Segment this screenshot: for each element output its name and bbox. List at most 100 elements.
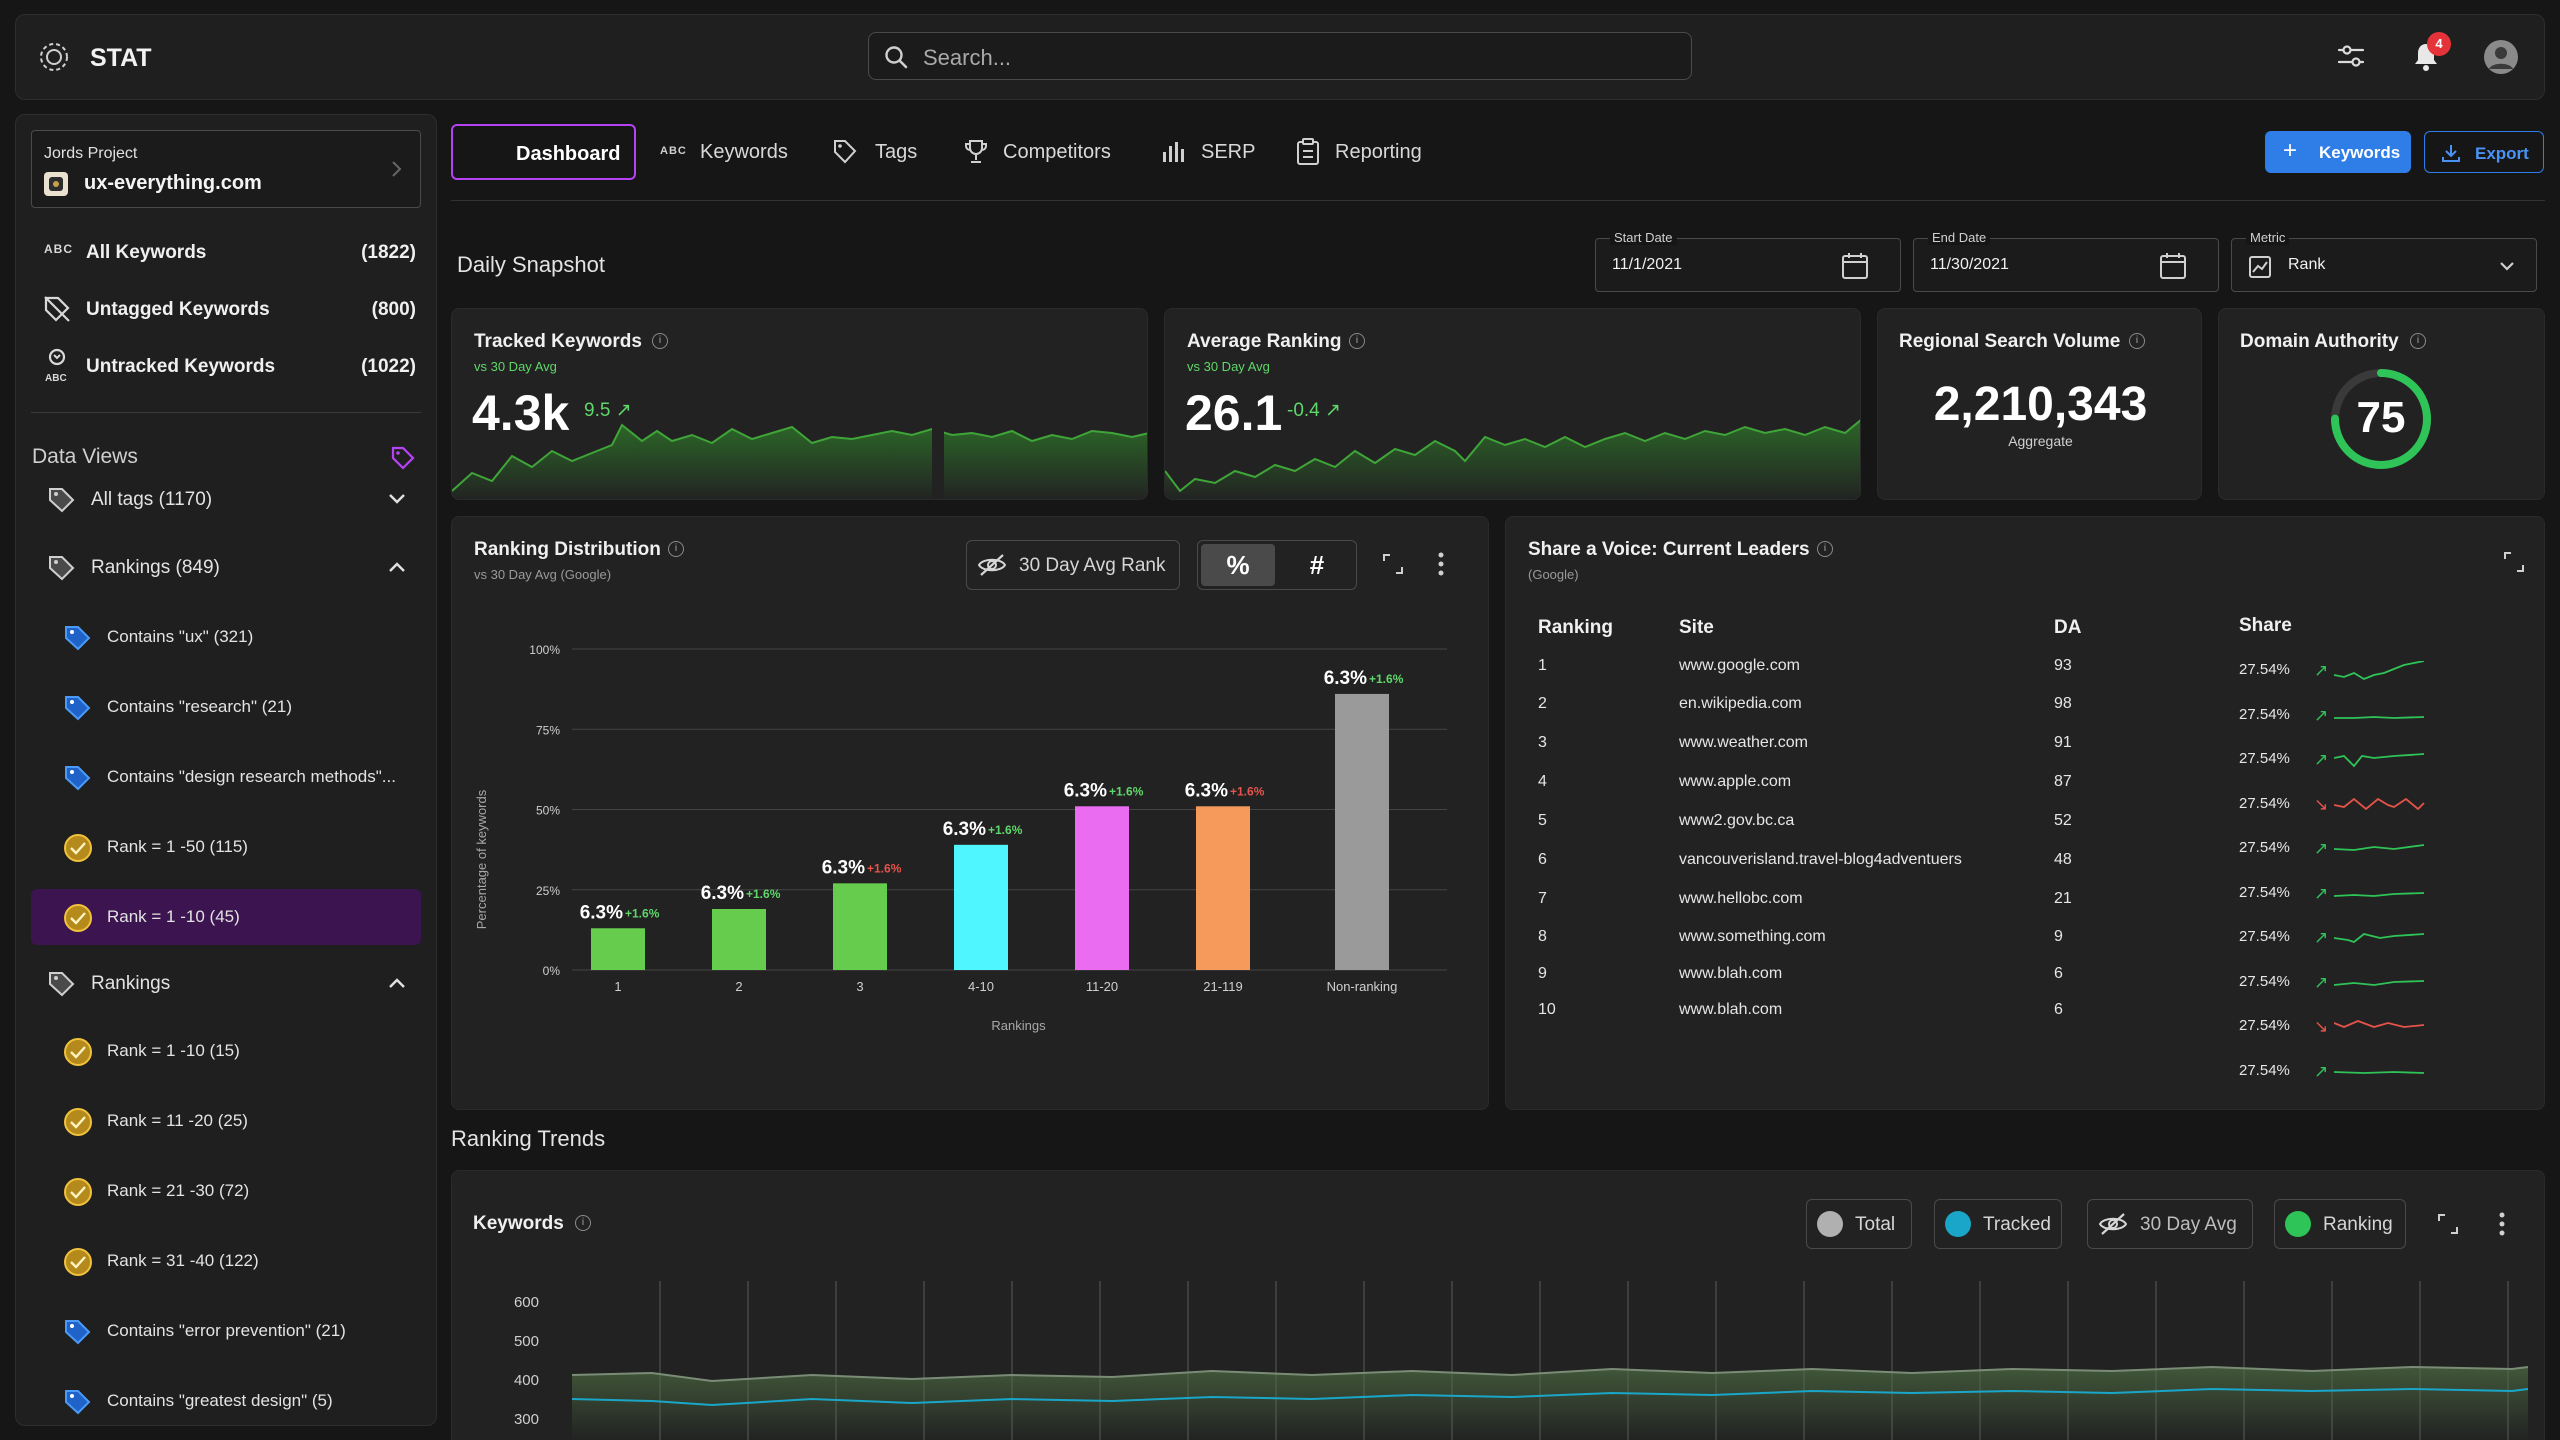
info-icon[interactable]: i [575, 1215, 591, 1231]
tab-dashboard[interactable]: Dashboard [451, 124, 636, 180]
share-value: 27.54% [2239, 661, 2290, 678]
bar [1075, 806, 1129, 970]
metric-select[interactable]: Metric Rank [2231, 230, 2537, 292]
gear-logo-icon[interactable] [36, 39, 72, 75]
tag-icon [63, 693, 93, 723]
search-placeholder: Search... [923, 45, 1012, 70]
info-icon[interactable]: i [2410, 333, 2426, 349]
cell-site: www2.gov.bc.ca [1679, 812, 1795, 829]
count-mode-button[interactable]: # [1309, 550, 1325, 580]
y-tick-label: 100% [529, 643, 560, 657]
ranking-trends-chart: 600 500 400 300 [514, 1281, 2529, 1440]
table-row[interactable]: 3 www.weather.com 91 [1506, 734, 2206, 758]
chevron-up-icon[interactable] [387, 559, 407, 575]
share-sparkline [2334, 979, 2425, 986]
avg-rank-toggle[interactable]: 30 Day Avg Rank [966, 540, 1180, 590]
sidebar-item-untagged-keywords[interactable]: Untagged Keywords (800) [16, 284, 436, 334]
svg-text:ABC: ABC [45, 373, 67, 384]
rank-badge-icon [63, 1177, 93, 1207]
table-row[interactable]: 8 www.something.com 9 [1506, 928, 2206, 952]
expand-icon[interactable] [2503, 551, 2525, 573]
tab-tags[interactable]: Tags [832, 124, 942, 180]
info-icon[interactable]: i [2129, 333, 2145, 349]
card-title: Average Ranking [1187, 331, 1342, 352]
calendar-icon[interactable] [1840, 251, 1870, 281]
search-input[interactable]: Search... [868, 32, 1692, 80]
tab-keywords[interactable]: ABC Keywords [660, 124, 800, 180]
legend-toggle-total[interactable]: Total [1806, 1199, 1912, 1249]
table-row[interactable]: 5 www2.gov.bc.ca 52 [1506, 812, 2206, 836]
project-selector[interactable]: Jords Project ux-everything.com [31, 130, 421, 208]
info-icon[interactable]: i [1349, 333, 1365, 349]
table-row[interactable]: 10 www.blah.com 6 [1506, 1001, 2206, 1025]
legend-toggle-30-day-avg[interactable]: 30 Day Avg [2087, 1199, 2253, 1249]
chevron-up-icon[interactable] [387, 975, 407, 991]
share-sparkline [2334, 753, 2425, 768]
cell-da: 6 [2054, 965, 2063, 982]
tag-icon [63, 1387, 93, 1417]
tab-serp[interactable]: SERP [1160, 124, 1260, 180]
tab-competitors[interactable]: Competitors [963, 124, 1133, 180]
data-view-item[interactable]: Rank = 1 -10 (15) [31, 1023, 421, 1079]
filter-settings-icon[interactable] [2336, 42, 2366, 70]
data-view-item[interactable]: Contains "ux" (321) [31, 609, 421, 665]
table-row[interactable]: 2 en.wikipedia.com 98 [1506, 695, 2206, 719]
info-icon[interactable]: i [652, 333, 668, 349]
legend-label: Ranking [2323, 1214, 2393, 1235]
data-view-item[interactable]: Contains "error prevention" (21) [31, 1303, 421, 1359]
sidebar-item-untracked-keywords[interactable]: ABC Untracked Keywords (1022) [16, 341, 436, 391]
cell-da: 21 [2054, 890, 2072, 907]
end-date-field[interactable]: End Date 11/30/2021 [1913, 230, 2219, 292]
column-header-site: Site [1679, 617, 1714, 638]
calendar-icon[interactable] [2158, 251, 2188, 281]
add-tag-icon[interactable] [390, 445, 416, 471]
table-row[interactable]: 4 www.apple.com 87 [1506, 773, 2206, 797]
start-date-field[interactable]: Start Date 11/1/2021 [1595, 230, 1901, 292]
legend-toggle-ranking[interactable]: Ranking [2274, 1199, 2406, 1249]
info-icon[interactable]: i [1817, 541, 1833, 557]
sidebar-item-all-keywords[interactable]: ABC All Keywords (1822) [16, 227, 436, 277]
cell-rank: 1 [1538, 657, 1547, 674]
data-views-title: Data Views [32, 445, 138, 468]
cell-da: 52 [2054, 812, 2072, 829]
data-view-item[interactable]: Contains "greatest design" (5) [31, 1373, 421, 1425]
cell-rank: 8 [1538, 928, 1547, 945]
table-row[interactable]: 7 www.hellobc.com 21 [1506, 890, 2206, 914]
legend-toggle-tracked[interactable]: Tracked [1934, 1199, 2062, 1249]
chevron-down-icon[interactable] [387, 491, 407, 507]
table-row[interactable]: 9 www.blah.com 6 [1506, 965, 2206, 989]
data-view-item[interactable]: Contains "research" (21) [31, 679, 421, 735]
more-vertical-icon[interactable] [1437, 551, 1445, 577]
data-view-item[interactable]: Rank = 1 -50 (115) [31, 819, 421, 875]
data-view-item[interactable]: Contains "design research methods"... [31, 749, 421, 805]
share-cell: 27.54% ↗ [2239, 837, 2439, 861]
data-view-label: Rank = 1 -50 (115) [107, 837, 248, 856]
y-tick-label: 300 [514, 1411, 539, 1428]
add-keywords-button[interactable]: + Keywords [2265, 131, 2411, 173]
tab-reporting[interactable]: Reporting [1295, 124, 1435, 180]
table-row[interactable]: 6 vancouverisland.travel-blog4adventuers 4… [1506, 851, 2206, 875]
data-view-item[interactable]: Rank = 11 -20 (25) [31, 1093, 421, 1149]
expand-icon[interactable] [2437, 1213, 2459, 1235]
tab-label: Reporting [1335, 141, 1422, 163]
bar [1196, 806, 1250, 970]
table-row[interactable]: 1 www.google.com 93 [1506, 657, 2206, 681]
expand-icon[interactable] [1382, 553, 1404, 575]
data-view-item[interactable]: Rank = 31 -40 (122) [31, 1233, 421, 1289]
button-label: Keywords [2319, 143, 2401, 162]
data-view-group[interactable]: Rankings [31, 955, 421, 1011]
more-vertical-icon[interactable] [2498, 1211, 2506, 1237]
cell-rank: 9 [1538, 965, 1547, 982]
data-view-group[interactable]: All tags (1170) [31, 471, 421, 527]
y-tick-label: 50% [536, 804, 560, 818]
data-view-item[interactable]: Rank = 1 -10 (45) [31, 889, 421, 945]
avatar[interactable] [2483, 39, 2519, 75]
data-view-group[interactable]: Rankings (849) [31, 539, 421, 595]
x-tick-label: 3 [856, 979, 863, 994]
cell-rank: 2 [1538, 695, 1547, 712]
export-button[interactable]: Export [2424, 131, 2544, 173]
percent-mode-button[interactable]: % [1201, 544, 1275, 586]
info-icon[interactable]: i [668, 541, 684, 557]
data-view-label: Rank = 31 -40 (122) [107, 1251, 259, 1270]
data-view-item[interactable]: Rank = 21 -30 (72) [31, 1163, 421, 1219]
